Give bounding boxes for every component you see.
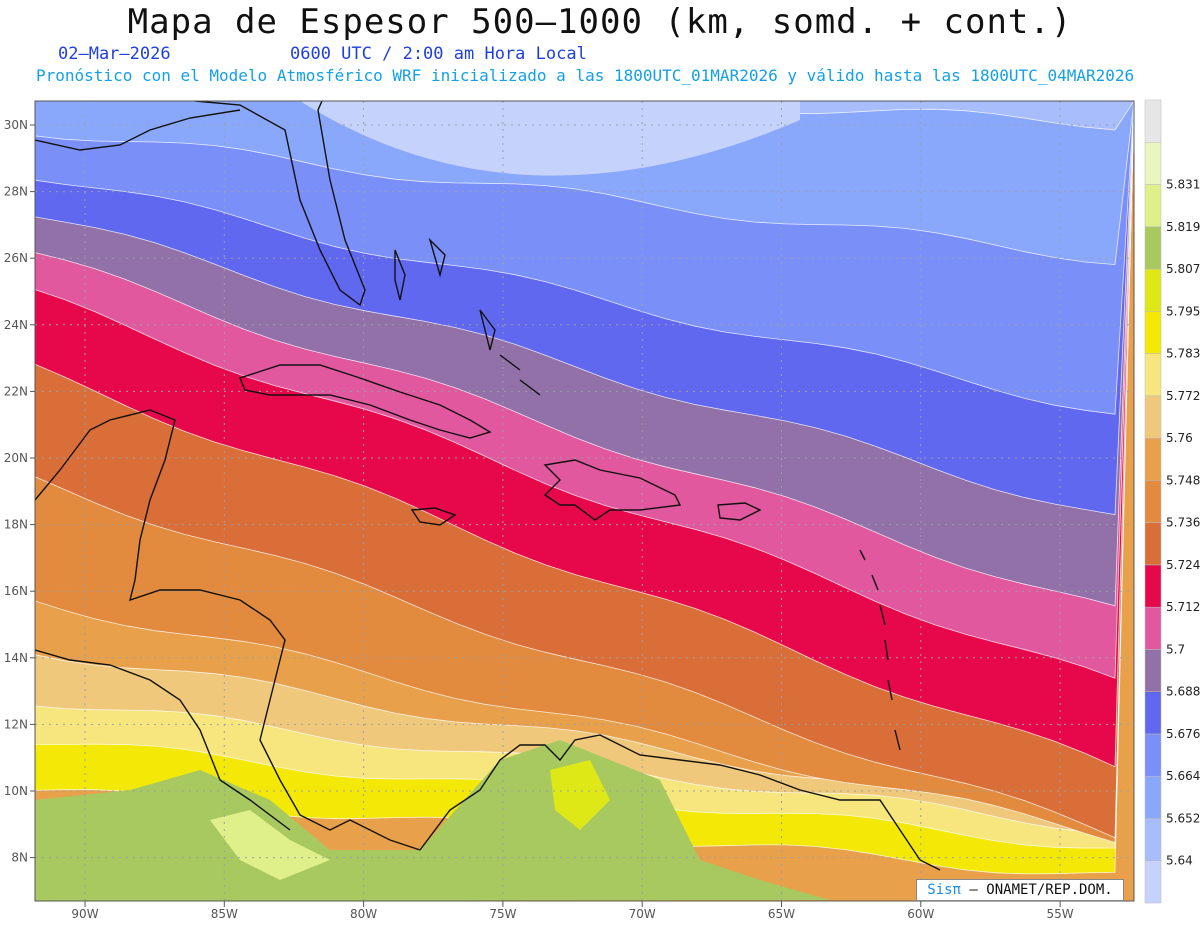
colorbar-swatch [1144, 395, 1162, 439]
colorbar-level-label: 5.831 [1166, 178, 1200, 192]
credit-box: Sisπ – ONAMET/REP.DOM. [916, 879, 1124, 901]
lat-tick-label: 16N [4, 584, 28, 598]
lon-tick-label: 80W [350, 907, 377, 921]
colorbar-level-label: 5.795 [1166, 304, 1200, 318]
lat-lon-grid [35, 101, 1134, 901]
lon-tick-label: 65W [768, 907, 795, 921]
lon-tick-label: 75W [489, 907, 516, 921]
lat-tick-label: 22N [4, 384, 28, 398]
colorbar-level-label: 5.664 [1166, 769, 1200, 783]
colorbar-swatch [1144, 733, 1162, 777]
colorbar-swatch [1144, 99, 1162, 143]
lat-tick-label: 28N [4, 185, 28, 199]
lat-tick-label: 8N [11, 851, 28, 865]
colorbar-level-label: 5.724 [1166, 558, 1200, 572]
colorbar-level-label: 5.7 [1166, 642, 1185, 656]
colorbar-swatch [1144, 691, 1162, 735]
credit-org: – ONAMET/REP.DOM. [969, 882, 1113, 898]
colorbar-level-label: 5.772 [1166, 389, 1200, 403]
lat-tick-label: 18N [4, 518, 28, 532]
colorbar-level-label: 5.748 [1166, 473, 1200, 487]
lat-tick-label: 30N [4, 118, 28, 132]
lon-tick-label: 60W [907, 907, 934, 921]
colorbar-level-label: 5.712 [1166, 600, 1200, 614]
colorbar-level-label: 5.652 [1166, 811, 1200, 825]
colorbar-swatch [1144, 142, 1162, 185]
lon-tick-label: 70W [629, 907, 656, 921]
colorbar-level-label: 5.676 [1166, 727, 1200, 741]
forecast-date: 02–Mar–2026 [58, 44, 171, 64]
forecast-time: 0600 UTC / 2:00 am Hora Local [290, 44, 587, 64]
colorbar-level-label: 5.64 [1166, 854, 1193, 868]
forecast-validity: Pronóstico con el Modelo Atmosférico WRF… [36, 66, 1135, 85]
thickness-bands [35, 101, 1134, 901]
colorbar-swatch [1144, 268, 1162, 312]
lat-tick-label: 24N [4, 318, 28, 332]
colorbar-swatch [1144, 860, 1162, 904]
colorbar-swatch [1144, 775, 1162, 819]
colorbar-swatch [1144, 184, 1162, 228]
lat-tick-label: 10N [4, 784, 28, 798]
map-title: Mapa de Espesor 500–1000 (km, somd. + co… [127, 2, 1073, 42]
longitude-axis: 90W 85W 80W 75W 70W 65W 60W 55W [71, 901, 1074, 921]
colorbar-swatch [1144, 480, 1162, 523]
lat-tick-label: 14N [4, 651, 28, 665]
thickness-band [300, 101, 800, 176]
thickness-band [35, 101, 1134, 131]
colorbar-swatch [1144, 818, 1162, 861]
latitude-axis: 30N 28N 26N 24N 22N 20N 18N 16N 14N 12N 10N 8N [4, 118, 35, 865]
colorbar-swatch [1144, 437, 1162, 481]
lon-tick-label: 85W [211, 907, 238, 921]
colorbar-swatch [1144, 226, 1162, 270]
coastlines [35, 101, 941, 871]
colorbar: 5.64 5.652 5.664 5.676 5.688 5.7 5.712 5.724 5.7… [1144, 99, 1200, 904]
low-region-patches [35, 740, 830, 901]
colorbar-swatch [1144, 606, 1162, 650]
lat-tick-label: 12N [4, 717, 28, 731]
colorbar-level-label: 5.807 [1166, 262, 1200, 276]
colorbar-swatch [1144, 311, 1162, 354]
colorbar-swatch [1144, 353, 1162, 397]
colorbar-swatch [1144, 649, 1162, 692]
colorbar-level-label: 5.819 [1166, 220, 1200, 234]
lon-tick-label: 55W [1047, 907, 1074, 921]
colorbar-level-label: 5.688 [1166, 685, 1200, 699]
colorbar-level-label: 5.736 [1166, 516, 1200, 530]
colorbar-level-label: 5.783 [1166, 347, 1200, 361]
colorbar-swatch [1144, 564, 1162, 608]
lat-tick-label: 26N [4, 251, 28, 265]
lon-tick-label: 90W [71, 907, 98, 921]
lat-tick-label: 20N [4, 451, 28, 465]
sispi-logo: Sisπ [927, 882, 961, 898]
colorbar-swatch [1144, 522, 1162, 566]
colorbar-level-label: 5.76 [1166, 431, 1193, 445]
